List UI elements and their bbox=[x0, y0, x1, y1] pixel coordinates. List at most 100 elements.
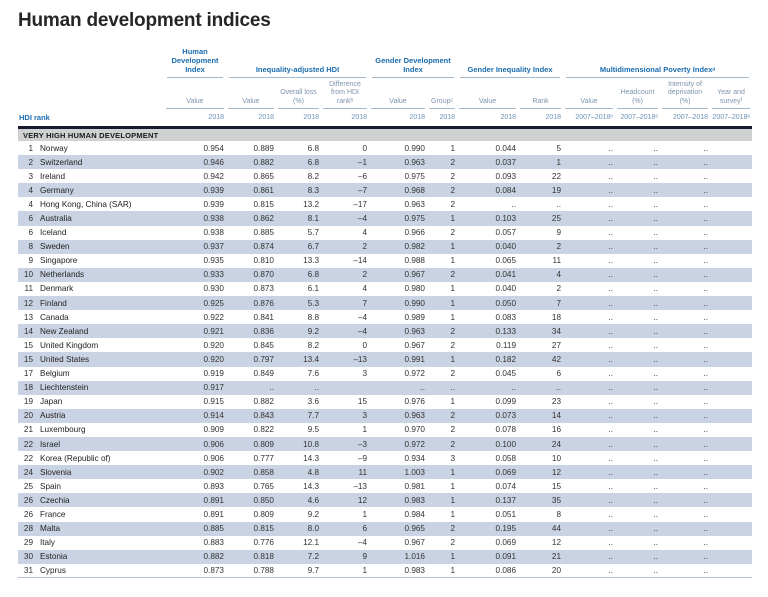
cell-gdi-value: 0.976 bbox=[404, 397, 426, 407]
group-header-hdi-label: Human Development Index bbox=[167, 40, 223, 78]
cell-ihdi-value: 0.815 bbox=[253, 524, 275, 534]
cell-mpi-headcount: .. bbox=[653, 312, 659, 322]
group-header-mpi: Multidimensional Poverty Indexᵃ bbox=[563, 40, 752, 78]
cell-mpi-year-survey bbox=[710, 451, 752, 465]
cell-gii-rank: 10 bbox=[551, 453, 562, 463]
group-header-gdi: Gender Development Index bbox=[369, 40, 457, 78]
cell-ihdi-value: 0.841 bbox=[253, 312, 275, 322]
cell-mpi-intensity: .. bbox=[703, 467, 709, 477]
cell-gdi-value: 0.989 bbox=[404, 312, 426, 322]
cell-mpi-value: .. bbox=[608, 143, 614, 153]
column-label-row: Value Value Overall loss (%) Difference … bbox=[18, 78, 752, 109]
cell-hdi-value: 0.891 bbox=[203, 509, 225, 519]
cell-diff-hdi-rank: 11 bbox=[358, 467, 368, 477]
cell-gdi-group: 1 bbox=[450, 467, 456, 477]
table-row: 30 Estonia 0.882 0.818 7.2 9 1.016 1 0.091 21....… bbox=[18, 549, 753, 564]
cell-gdi-group: .. bbox=[450, 383, 456, 393]
cell-mpi-year-survey bbox=[710, 493, 752, 507]
cell-country: Switzerland bbox=[40, 157, 83, 167]
cell-diff-hdi-rank: 6 bbox=[362, 524, 367, 534]
cell-gdi-group: 2 bbox=[450, 369, 456, 379]
cell-mpi-year-survey bbox=[710, 381, 752, 395]
cell-country: Cyprus bbox=[34, 564, 164, 578]
cell-diff-hdi-rank: 1 bbox=[321, 564, 369, 578]
cell-mpi-year-survey bbox=[710, 155, 752, 169]
cell-gdi-value: 0.991 bbox=[404, 354, 426, 364]
cell-diff-hdi-rank: 15 bbox=[357, 397, 367, 407]
cell-ihdi-value: 0.836 bbox=[253, 326, 275, 336]
cell-mpi-value: .. bbox=[608, 425, 614, 435]
page-title: Human development indices bbox=[18, 10, 271, 31]
cell-hdi-value: 0.939 bbox=[203, 199, 225, 209]
cell-mpi-value: .. bbox=[608, 214, 614, 224]
cell-gii-rank: 25 bbox=[551, 214, 562, 224]
group-header-row: Human Development Index Inequality-adjus… bbox=[18, 40, 752, 78]
table-row: 28 Malta 0.885 0.815 8.0 6 0.965 2 0.195 44...... bbox=[18, 521, 753, 536]
cell-hdi-rank: 21 bbox=[23, 425, 33, 435]
cell-gii-value: 0.099 bbox=[495, 397, 517, 407]
cell-gii-value: 0.037 bbox=[495, 157, 517, 167]
cell-mpi-intensity: .. bbox=[703, 397, 709, 407]
cell-gii-rank: 23 bbox=[551, 397, 562, 407]
cell-country: Finland bbox=[40, 298, 67, 308]
year-row: HDI rank 2018 2018 2018 2018 2018 2018 2… bbox=[18, 109, 752, 126]
cell-mpi-intensity: .. bbox=[703, 439, 709, 449]
cell-diff-hdi-rank: –13 bbox=[353, 354, 367, 364]
cell-mpi-intensity: .. bbox=[660, 564, 711, 578]
group-header-mpi-label: Multidimensional Poverty Indexᵃ bbox=[566, 40, 750, 78]
cell-overall-loss: 7.2 bbox=[307, 552, 319, 562]
cell-diff-hdi-rank: 1 bbox=[362, 509, 367, 519]
cell-ihdi-value: 0.870 bbox=[253, 270, 275, 280]
cell-overall-loss: 4.6 bbox=[307, 495, 319, 505]
cell-gdi-value: 0.990 bbox=[404, 298, 426, 308]
cell-country: Czechia bbox=[40, 495, 70, 505]
cell-overall-loss: 14.3 bbox=[303, 481, 319, 491]
table-row: 26 Czechia 0.891 0.850 4.6 12 0.983 1 0.137 35...… bbox=[18, 493, 753, 508]
cell-mpi-headcount: .. bbox=[653, 453, 659, 463]
cell-diff-hdi-rank: 3 bbox=[362, 369, 367, 379]
cell-mpi-year-survey bbox=[710, 240, 752, 254]
table-row: 6 Iceland 0.938 0.885 5.7 4 0.966 2 0.057 9...... bbox=[18, 226, 752, 240]
cell-overall-loss: 9.2 bbox=[307, 509, 319, 519]
cell-diff-hdi-rank: 4 bbox=[362, 284, 367, 294]
cell-hdi-rank: 4 bbox=[28, 199, 33, 209]
cell-gii-value: 0.195 bbox=[495, 524, 517, 534]
cell-overall-loss: 8.1 bbox=[307, 214, 319, 224]
cell-gii-value: 0.078 bbox=[495, 425, 517, 435]
table-row: 2 Switzerland 0.946 0.882 6.8 –1 0.963 2 0.037 1.… bbox=[18, 155, 753, 170]
cell-overall-loss: 4.8 bbox=[307, 467, 319, 477]
cell-hdi-rank: 29 bbox=[23, 538, 33, 548]
cell-country: Netherlands bbox=[40, 270, 85, 280]
cell-mpi-value: .. bbox=[608, 524, 614, 534]
cell-overall-loss: 6.1 bbox=[307, 284, 319, 294]
cell-country: Estonia bbox=[40, 552, 68, 562]
column-label-spacer bbox=[18, 78, 164, 109]
cell-country: Sweden bbox=[40, 242, 70, 252]
cell-gii-rank: 12 bbox=[551, 467, 562, 477]
cell-mpi-headcount: .. bbox=[653, 425, 659, 435]
cell-hdi-rank: 26 bbox=[23, 495, 33, 505]
cell-country: Luxembourg bbox=[40, 425, 86, 435]
cell-gdi-value: 0.963 bbox=[404, 411, 426, 421]
cell-gdi-value: 0.963 bbox=[404, 326, 426, 336]
cell-mpi-value: .. bbox=[608, 397, 614, 407]
cell-gii-rank: 21 bbox=[551, 552, 562, 562]
cell-mpi-headcount: .. bbox=[653, 538, 659, 548]
group-header-ihdi: Inequality-adjusted HDI bbox=[226, 40, 369, 78]
cell-gdi-group: 2 bbox=[450, 538, 456, 548]
cell-ihdi-value: 0.889 bbox=[253, 143, 275, 153]
cell-mpi-year-survey bbox=[710, 367, 752, 381]
cell-mpi-headcount: .. bbox=[653, 242, 659, 252]
section-header: VERY HIGH HUMAN DEVELOPMENT bbox=[18, 126, 753, 141]
cell-gii-value: 0.069 bbox=[495, 538, 517, 548]
cell-ihdi-value: 0.865 bbox=[253, 171, 275, 181]
cell-overall-loss: 12.1 bbox=[303, 538, 319, 548]
cell-hdi-rank: 14 bbox=[23, 326, 33, 336]
group-header-gdi-label: Gender Development Index bbox=[372, 40, 455, 78]
cell-diff-hdi-rank: –1 bbox=[357, 157, 367, 167]
table-row: 26 France 0.891 0.809 9.2 1 0.984 1 0.051 8...... bbox=[18, 507, 752, 521]
year-diff-hdi-rank: 2018 bbox=[351, 113, 367, 121]
cell-overall-loss: 6.8 bbox=[307, 143, 319, 153]
cell-overall-loss: .. bbox=[314, 383, 319, 393]
cell-gdi-value: 0.975 bbox=[404, 171, 426, 181]
